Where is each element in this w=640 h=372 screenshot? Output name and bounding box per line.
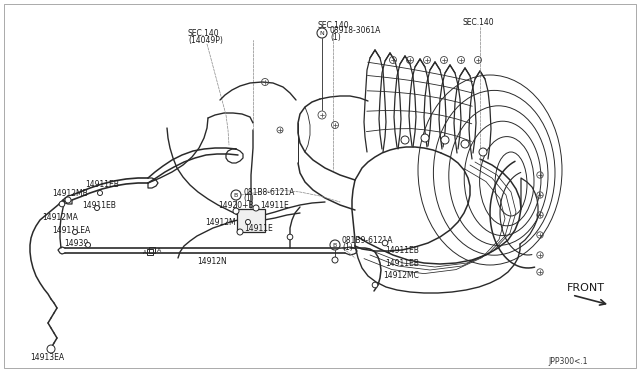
- Text: A: A: [143, 250, 147, 254]
- Circle shape: [65, 197, 71, 203]
- Text: 14920+B: 14920+B: [218, 201, 253, 209]
- Text: FRONT: FRONT: [567, 283, 605, 293]
- Circle shape: [253, 205, 259, 211]
- Circle shape: [461, 140, 469, 148]
- Circle shape: [47, 345, 55, 353]
- Text: (1): (1): [330, 32, 340, 42]
- FancyBboxPatch shape: [237, 208, 266, 231]
- Text: (1): (1): [243, 193, 253, 202]
- Text: 14912MB: 14912MB: [52, 189, 88, 198]
- Text: 14913EA: 14913EA: [30, 353, 64, 362]
- Circle shape: [60, 201, 65, 207]
- Circle shape: [233, 208, 239, 214]
- Circle shape: [332, 257, 338, 263]
- Bar: [147, 249, 153, 255]
- Text: B: B: [234, 192, 238, 198]
- Text: 081B8-6121A: 081B8-6121A: [243, 187, 294, 196]
- Text: (14049P): (14049P): [188, 35, 223, 45]
- Text: (1): (1): [342, 243, 353, 251]
- Text: 14911LEA: 14911LEA: [52, 225, 90, 234]
- Circle shape: [382, 240, 388, 246]
- Text: 14912M: 14912M: [205, 218, 236, 227]
- Circle shape: [479, 148, 487, 156]
- Bar: [149, 247, 155, 253]
- Text: SEC.140: SEC.140: [463, 17, 495, 26]
- Circle shape: [441, 136, 449, 144]
- Text: 14912MA: 14912MA: [42, 212, 78, 221]
- Text: 14911EB: 14911EB: [82, 201, 116, 209]
- Text: SEC.140: SEC.140: [188, 29, 220, 38]
- Text: 14911EB: 14911EB: [385, 259, 419, 267]
- Text: 14911EB: 14911EB: [85, 180, 119, 189]
- Circle shape: [237, 229, 243, 235]
- Circle shape: [86, 243, 90, 247]
- Text: 14911E: 14911E: [260, 201, 289, 209]
- Circle shape: [287, 234, 292, 240]
- Text: 081B9-6121A: 081B9-6121A: [342, 235, 394, 244]
- Text: 14912N: 14912N: [197, 257, 227, 266]
- Text: 14912MC: 14912MC: [383, 270, 419, 279]
- Text: A: A: [157, 247, 161, 253]
- Text: B: B: [333, 243, 337, 247]
- Text: JPP300<.1: JPP300<.1: [548, 357, 588, 366]
- Circle shape: [421, 134, 429, 142]
- Text: 14911E: 14911E: [244, 224, 273, 232]
- Circle shape: [72, 230, 77, 234]
- Circle shape: [401, 136, 409, 144]
- Circle shape: [246, 219, 250, 224]
- Text: 14911EB: 14911EB: [385, 246, 419, 254]
- Text: 08918-3061A: 08918-3061A: [330, 26, 381, 35]
- Circle shape: [97, 190, 102, 196]
- Text: 14939: 14939: [64, 238, 88, 247]
- Text: SEC.140: SEC.140: [318, 20, 349, 29]
- Circle shape: [95, 205, 99, 211]
- Circle shape: [372, 282, 378, 288]
- Text: N: N: [319, 31, 324, 35]
